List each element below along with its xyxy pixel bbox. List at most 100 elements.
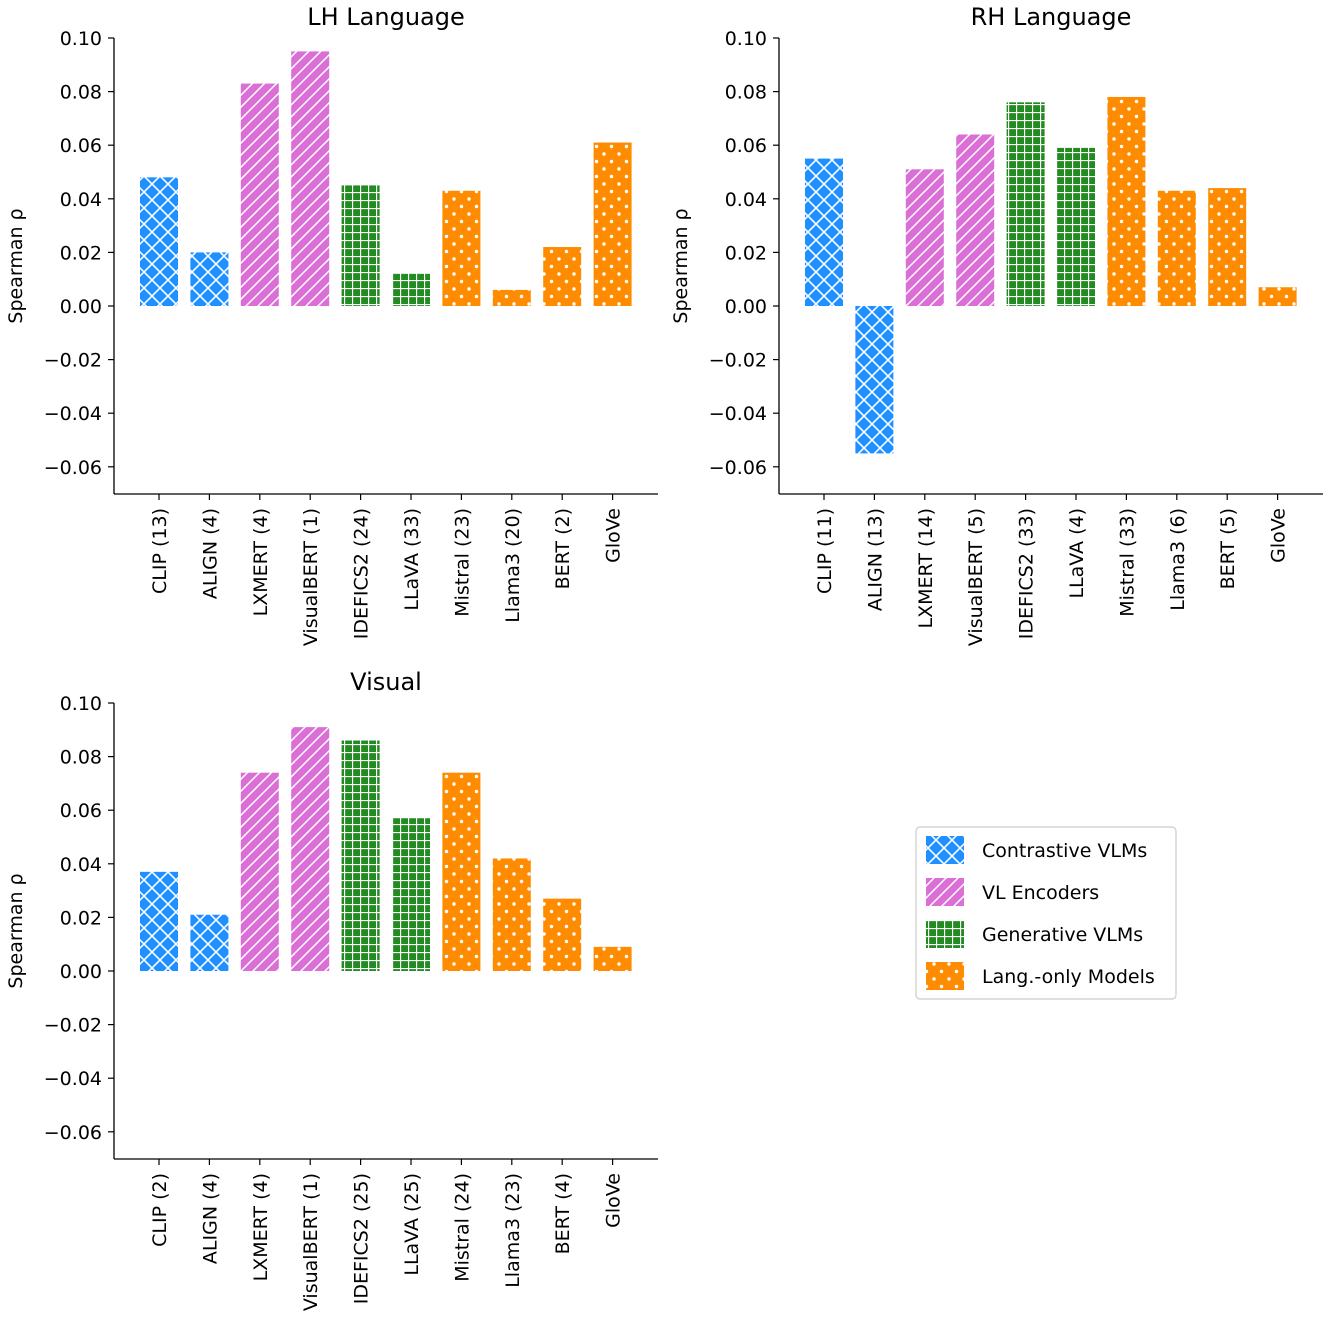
x-tick-label: ALIGN (13) <box>864 508 886 611</box>
legend-entry-generative: Generative VLMs <box>926 920 1143 948</box>
legend-label: Lang.-only Models <box>982 966 1155 988</box>
legend-label: VL Encoders <box>982 882 1099 904</box>
bar-langonly <box>593 946 632 971</box>
y-tick-label: −0.02 <box>44 350 102 372</box>
chart-rh-language: RH Language Spearman ρ −0.06 −0.04 −0.02 0.… <box>670 3 1323 646</box>
chart-visual: Visual Spearman ρ −0.06 −0.04 −0.02 0.00 0.0… <box>5 668 658 1311</box>
x-tick-label: VisualBERT (1) <box>300 508 322 646</box>
x-tick-label: Llama3 (20) <box>502 508 524 623</box>
legend-entry-langonly: Lang.-only Models <box>926 962 1155 990</box>
x-tick-label: Mistral (24) <box>451 1173 473 1282</box>
x-tick-label: IDEFICS2 (33) <box>1016 508 1038 639</box>
x-tick-label: BERT (5) <box>1217 508 1239 589</box>
y-tick-label: 0.10 <box>725 28 767 50</box>
bar-encoder <box>956 134 995 306</box>
x-tick-label: LLaVA (33) <box>401 508 423 611</box>
bar-encoder <box>291 727 330 971</box>
bar-encoder <box>240 83 279 306</box>
bar-generative <box>1057 147 1095 306</box>
bar-langonly <box>492 289 531 306</box>
y-tick-label: −0.06 <box>709 457 767 479</box>
y-tick-label: 0.00 <box>725 296 767 318</box>
y-tick-label: 0.06 <box>725 135 767 157</box>
y-tick-label: −0.02 <box>709 350 767 372</box>
bar-langonly <box>543 247 582 306</box>
x-tick-label: Llama3 (23) <box>502 1173 524 1288</box>
x-tick-label: Llama3 (6) <box>1167 508 1189 611</box>
bar-generative <box>341 740 380 971</box>
y-tick-label: −0.06 <box>44 457 102 479</box>
x-tick-label: LLaVA (4) <box>1066 508 1088 599</box>
legend-label: Generative VLMs <box>982 924 1143 946</box>
legend: Contrastive VLMs VL Encoders Generative … <box>915 826 1177 1000</box>
x-tick-label: GloVe <box>1268 508 1290 563</box>
y-tick-label: 0.08 <box>60 747 102 769</box>
y-tick-label: 0.04 <box>725 189 767 211</box>
bar-encoder <box>291 51 330 307</box>
legend-entry-encoder: VL Encoders <box>926 878 1099 906</box>
y-tick-label: −0.04 <box>44 1068 102 1090</box>
y-tick-label: 0.02 <box>725 242 767 264</box>
x-tick-label: Mistral (33) <box>1116 508 1138 617</box>
y-tick-label: 0.04 <box>60 854 102 876</box>
bar-generative <box>1006 102 1045 306</box>
x-tick-label: GloVe <box>603 508 625 563</box>
bar-generative <box>341 185 380 306</box>
bar-langonly <box>1157 190 1196 306</box>
y-tick-label: 0.00 <box>60 296 102 318</box>
y-tick-label: 0.04 <box>60 189 102 211</box>
legend-entry-contrastive: Contrastive VLMs <box>926 836 1147 864</box>
bar-langonly <box>442 772 481 971</box>
y-tick-label: 0.02 <box>60 242 102 264</box>
x-tick-label: LXMERT (4) <box>250 1173 272 1281</box>
bar-encoder <box>240 772 279 971</box>
x-tick-label: VisualBERT (1) <box>300 1173 322 1311</box>
x-tick-label: VisualBERT (5) <box>965 508 987 646</box>
x-tick-label: BERT (4) <box>552 1173 574 1254</box>
bar-contrastive <box>140 177 178 306</box>
legend-frame <box>915 826 1177 1000</box>
x-tick-label: ALIGN (4) <box>199 1173 221 1264</box>
bar-langonly <box>1258 287 1297 306</box>
x-tick-label: CLIP (13) <box>149 508 171 594</box>
legend-swatch-generative <box>926 920 964 948</box>
y-tick-label: 0.00 <box>60 961 102 983</box>
legend-swatch-langonly <box>926 962 964 990</box>
y-tick-label: −0.06 <box>44 1122 102 1144</box>
y-tick-label: 0.08 <box>725 82 767 104</box>
bar-contrastive <box>190 252 229 306</box>
y-tick-label: 0.06 <box>60 135 102 157</box>
bar-langonly <box>442 190 481 306</box>
x-tick-label: CLIP (11) <box>814 508 836 594</box>
legend-label: Contrastive VLMs <box>982 840 1147 862</box>
x-tick-label: Mistral (23) <box>451 508 473 617</box>
bar-encoder <box>905 169 944 306</box>
chart-title: RH Language <box>971 3 1132 31</box>
x-tick-label: LXMERT (4) <box>250 508 272 616</box>
legend-swatch-contrastive <box>926 836 964 864</box>
y-tick-label: −0.04 <box>44 403 102 425</box>
y-axis-label: Spearman ρ <box>5 208 27 323</box>
bar-langonly <box>593 142 632 306</box>
bar-langonly <box>492 858 531 971</box>
x-tick-label: CLIP (2) <box>149 1173 171 1247</box>
chart-lh-language: LH Language Spearman ρ −0.06 −0.04 −0.02 0.… <box>5 3 658 646</box>
x-tick-label: BERT (2) <box>552 508 574 589</box>
bar-langonly <box>543 898 582 971</box>
x-tick-label: IDEFICS2 (25) <box>351 1173 373 1304</box>
bar-generative <box>392 818 430 971</box>
bar-contrastive <box>805 158 843 306</box>
x-tick-label: GloVe <box>603 1173 625 1228</box>
y-tick-label: 0.02 <box>60 907 102 929</box>
x-tick-label: LXMERT (14) <box>915 508 937 628</box>
bar-langonly <box>1208 188 1247 306</box>
y-tick-label: 0.10 <box>60 28 102 50</box>
bar-contrastive <box>855 306 894 454</box>
x-tick-label: ALIGN (4) <box>199 508 221 599</box>
x-tick-label: IDEFICS2 (24) <box>351 508 373 639</box>
y-tick-label: 0.06 <box>60 800 102 822</box>
y-axis-label: Spearman ρ <box>670 208 692 323</box>
y-tick-label: 0.08 <box>60 82 102 104</box>
legend-swatch-encoder <box>926 878 964 906</box>
